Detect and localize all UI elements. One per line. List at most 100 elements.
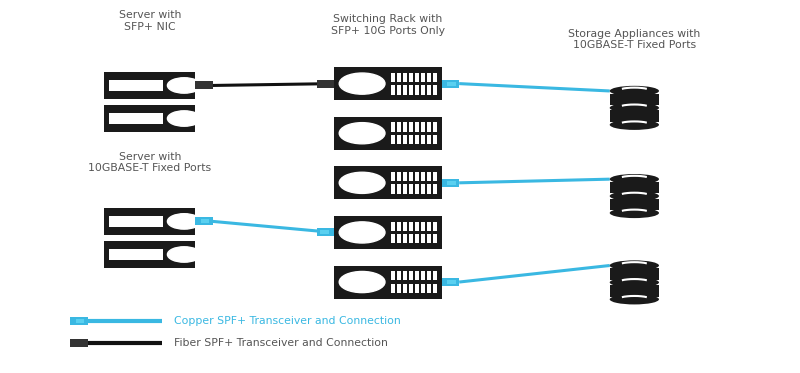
Ellipse shape bbox=[610, 260, 659, 271]
FancyBboxPatch shape bbox=[70, 339, 88, 347]
FancyBboxPatch shape bbox=[403, 271, 407, 280]
FancyBboxPatch shape bbox=[427, 185, 431, 194]
FancyBboxPatch shape bbox=[415, 85, 419, 94]
FancyBboxPatch shape bbox=[398, 73, 401, 82]
FancyBboxPatch shape bbox=[422, 85, 425, 94]
FancyBboxPatch shape bbox=[422, 222, 425, 231]
FancyBboxPatch shape bbox=[398, 271, 401, 280]
FancyBboxPatch shape bbox=[410, 172, 413, 181]
Ellipse shape bbox=[610, 191, 659, 201]
FancyBboxPatch shape bbox=[398, 185, 401, 194]
FancyBboxPatch shape bbox=[109, 249, 163, 260]
FancyBboxPatch shape bbox=[427, 135, 431, 144]
FancyBboxPatch shape bbox=[391, 185, 395, 194]
FancyBboxPatch shape bbox=[70, 317, 88, 325]
Text: Copper SPF+ Transceiver and Connection: Copper SPF+ Transceiver and Connection bbox=[174, 316, 400, 326]
Circle shape bbox=[339, 272, 385, 292]
Circle shape bbox=[339, 222, 385, 243]
Circle shape bbox=[167, 78, 201, 93]
FancyBboxPatch shape bbox=[104, 72, 195, 99]
FancyBboxPatch shape bbox=[109, 216, 163, 227]
FancyBboxPatch shape bbox=[415, 135, 419, 144]
FancyBboxPatch shape bbox=[410, 284, 413, 293]
FancyBboxPatch shape bbox=[427, 234, 431, 243]
Circle shape bbox=[167, 214, 201, 229]
FancyBboxPatch shape bbox=[447, 280, 456, 284]
FancyBboxPatch shape bbox=[434, 284, 437, 293]
FancyBboxPatch shape bbox=[321, 231, 330, 235]
Ellipse shape bbox=[610, 208, 659, 218]
FancyBboxPatch shape bbox=[415, 73, 419, 82]
FancyBboxPatch shape bbox=[403, 284, 407, 293]
FancyBboxPatch shape bbox=[422, 234, 425, 243]
FancyBboxPatch shape bbox=[447, 181, 456, 185]
FancyBboxPatch shape bbox=[422, 135, 425, 144]
Ellipse shape bbox=[610, 86, 659, 96]
FancyBboxPatch shape bbox=[410, 73, 413, 82]
FancyBboxPatch shape bbox=[442, 278, 459, 286]
FancyBboxPatch shape bbox=[434, 271, 437, 280]
FancyBboxPatch shape bbox=[422, 73, 425, 82]
FancyBboxPatch shape bbox=[391, 122, 395, 132]
FancyBboxPatch shape bbox=[427, 172, 431, 181]
FancyBboxPatch shape bbox=[422, 185, 425, 194]
FancyBboxPatch shape bbox=[442, 79, 459, 88]
FancyBboxPatch shape bbox=[391, 222, 395, 231]
FancyBboxPatch shape bbox=[398, 172, 401, 181]
FancyBboxPatch shape bbox=[334, 216, 442, 249]
FancyBboxPatch shape bbox=[447, 82, 456, 86]
FancyBboxPatch shape bbox=[427, 85, 431, 94]
FancyBboxPatch shape bbox=[195, 217, 213, 225]
Circle shape bbox=[339, 73, 385, 94]
Ellipse shape bbox=[610, 120, 659, 130]
FancyBboxPatch shape bbox=[415, 122, 419, 132]
FancyBboxPatch shape bbox=[610, 285, 659, 297]
FancyBboxPatch shape bbox=[422, 122, 425, 132]
FancyBboxPatch shape bbox=[415, 234, 419, 243]
FancyBboxPatch shape bbox=[398, 234, 401, 243]
FancyBboxPatch shape bbox=[427, 73, 431, 82]
FancyBboxPatch shape bbox=[410, 135, 413, 144]
FancyBboxPatch shape bbox=[434, 185, 437, 194]
FancyBboxPatch shape bbox=[610, 268, 659, 280]
FancyBboxPatch shape bbox=[398, 284, 401, 293]
FancyBboxPatch shape bbox=[398, 85, 401, 94]
FancyBboxPatch shape bbox=[109, 113, 163, 124]
FancyBboxPatch shape bbox=[410, 85, 413, 94]
FancyBboxPatch shape bbox=[410, 222, 413, 231]
Circle shape bbox=[167, 111, 201, 126]
FancyBboxPatch shape bbox=[403, 135, 407, 144]
FancyBboxPatch shape bbox=[434, 234, 437, 243]
FancyBboxPatch shape bbox=[610, 199, 659, 210]
FancyBboxPatch shape bbox=[391, 135, 395, 144]
FancyBboxPatch shape bbox=[391, 284, 395, 293]
FancyBboxPatch shape bbox=[201, 219, 210, 223]
FancyBboxPatch shape bbox=[104, 208, 195, 235]
FancyBboxPatch shape bbox=[403, 85, 407, 94]
FancyBboxPatch shape bbox=[410, 271, 413, 280]
Ellipse shape bbox=[610, 277, 659, 288]
FancyBboxPatch shape bbox=[391, 85, 395, 94]
FancyBboxPatch shape bbox=[422, 172, 425, 181]
FancyBboxPatch shape bbox=[427, 122, 431, 132]
FancyBboxPatch shape bbox=[422, 271, 425, 280]
Text: Fiber SPF+ Transceiver and Connection: Fiber SPF+ Transceiver and Connection bbox=[174, 338, 387, 348]
FancyBboxPatch shape bbox=[434, 122, 437, 132]
FancyBboxPatch shape bbox=[410, 185, 413, 194]
FancyBboxPatch shape bbox=[410, 122, 413, 132]
FancyBboxPatch shape bbox=[434, 73, 437, 82]
Circle shape bbox=[339, 172, 385, 194]
FancyBboxPatch shape bbox=[410, 234, 413, 243]
Circle shape bbox=[339, 123, 385, 144]
FancyBboxPatch shape bbox=[415, 271, 419, 280]
FancyBboxPatch shape bbox=[434, 222, 437, 231]
FancyBboxPatch shape bbox=[403, 185, 407, 194]
FancyBboxPatch shape bbox=[434, 85, 437, 94]
Circle shape bbox=[167, 247, 201, 262]
FancyBboxPatch shape bbox=[317, 228, 334, 236]
FancyBboxPatch shape bbox=[415, 172, 419, 181]
FancyBboxPatch shape bbox=[403, 122, 407, 132]
FancyBboxPatch shape bbox=[427, 222, 431, 231]
Ellipse shape bbox=[610, 103, 659, 113]
FancyBboxPatch shape bbox=[415, 284, 419, 293]
